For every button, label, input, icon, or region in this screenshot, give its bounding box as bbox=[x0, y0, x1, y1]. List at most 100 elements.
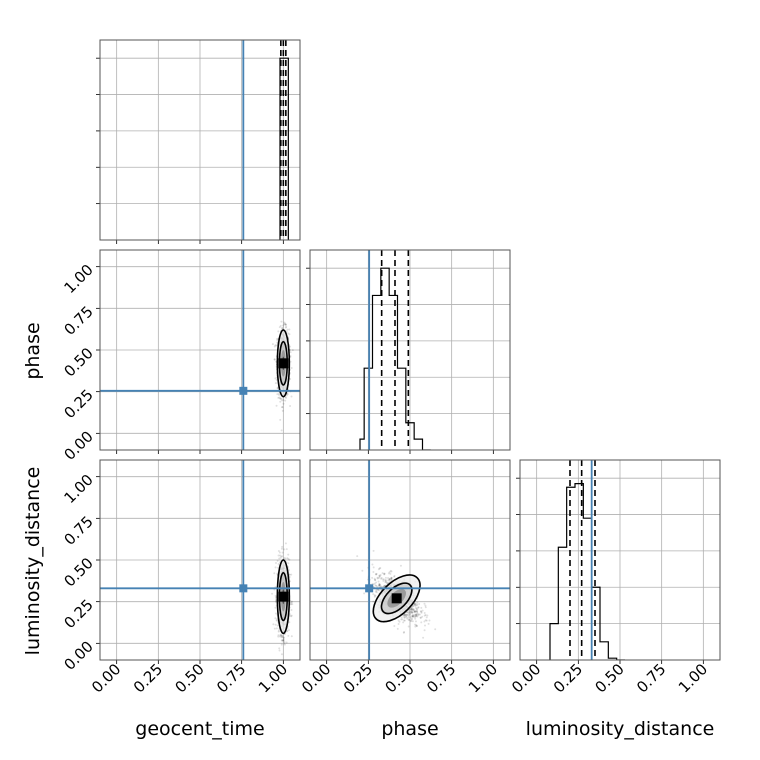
sample-point bbox=[379, 573, 382, 576]
sample-point bbox=[418, 613, 421, 616]
sample-point bbox=[405, 613, 408, 616]
sample-point bbox=[412, 615, 415, 618]
sample-point bbox=[410, 615, 413, 618]
sample-point bbox=[393, 575, 396, 578]
sample-point bbox=[283, 321, 286, 324]
sample-point bbox=[278, 393, 281, 396]
sample-point bbox=[291, 603, 294, 606]
sample-point bbox=[411, 620, 414, 623]
sample-point bbox=[287, 332, 290, 335]
sample-point bbox=[277, 562, 280, 565]
sample-point bbox=[399, 564, 402, 567]
sample-point bbox=[282, 638, 285, 641]
sample-point bbox=[381, 572, 384, 575]
panel-content bbox=[520, 460, 720, 660]
sample-point bbox=[282, 639, 285, 642]
sample-point bbox=[286, 629, 289, 632]
sample-point bbox=[372, 600, 375, 603]
sample-point bbox=[290, 366, 293, 369]
truth-marker bbox=[365, 584, 374, 593]
sample-point bbox=[283, 642, 286, 645]
sample-point bbox=[406, 617, 409, 620]
sample-point bbox=[277, 554, 280, 557]
contour-0 bbox=[276, 559, 291, 635]
histogram-luminosity_distance bbox=[549, 483, 625, 660]
sample-point bbox=[389, 569, 392, 572]
sample-point bbox=[383, 572, 386, 575]
sample-point bbox=[412, 608, 415, 611]
sample-point bbox=[284, 557, 287, 560]
sample-point bbox=[283, 643, 286, 646]
x-axis-label-geocent-time: geocent_time bbox=[135, 718, 264, 740]
sample-point bbox=[408, 613, 411, 616]
sample-point bbox=[403, 613, 406, 616]
sample-point bbox=[283, 323, 286, 326]
sample-point bbox=[276, 337, 279, 340]
sample-point bbox=[281, 406, 284, 409]
sample-point bbox=[275, 378, 278, 381]
sample-point bbox=[276, 386, 279, 389]
sample-point bbox=[281, 326, 284, 329]
sample-point bbox=[406, 614, 409, 617]
sample-point bbox=[287, 557, 290, 560]
sample-point bbox=[281, 634, 284, 637]
sample-point bbox=[420, 611, 423, 614]
sample-point bbox=[414, 610, 417, 613]
sample-point bbox=[420, 610, 423, 613]
sample-point bbox=[276, 624, 279, 627]
sample-point bbox=[283, 640, 286, 643]
sample-point bbox=[410, 617, 413, 620]
sample-point bbox=[424, 619, 427, 622]
sample-point bbox=[434, 628, 437, 631]
sample-point bbox=[411, 615, 414, 618]
sample-point bbox=[411, 609, 414, 612]
sample-point bbox=[424, 604, 427, 607]
sample-point bbox=[421, 615, 424, 618]
sample-point bbox=[409, 608, 412, 611]
density-peak bbox=[278, 358, 289, 369]
sample-point bbox=[413, 616, 416, 619]
sample-point bbox=[403, 619, 406, 622]
sample-point bbox=[400, 616, 403, 619]
sample-point bbox=[425, 619, 428, 622]
sample-point bbox=[275, 612, 278, 615]
sample-point bbox=[285, 641, 288, 644]
sample-point bbox=[383, 585, 386, 588]
sample-point bbox=[279, 397, 282, 400]
sample-point bbox=[280, 555, 283, 558]
sample-point bbox=[417, 614, 420, 617]
panel-content bbox=[100, 40, 300, 240]
sample-point bbox=[378, 574, 381, 577]
sample-point bbox=[377, 568, 380, 571]
sample-point bbox=[407, 616, 410, 619]
sample-point bbox=[413, 611, 416, 614]
sample-point bbox=[414, 613, 417, 616]
sample-point bbox=[277, 630, 280, 633]
sample-point bbox=[276, 393, 279, 396]
sample-point bbox=[427, 622, 430, 625]
sample-point bbox=[287, 634, 290, 637]
sample-point bbox=[377, 576, 380, 579]
sample-point bbox=[274, 562, 277, 565]
sample-point bbox=[378, 583, 381, 586]
sample-point bbox=[410, 610, 413, 613]
sample-point bbox=[405, 613, 408, 616]
sample-point bbox=[413, 610, 416, 613]
sample-point bbox=[405, 615, 408, 618]
sample-point bbox=[283, 556, 286, 559]
sample-point bbox=[282, 639, 285, 642]
sample-point bbox=[384, 576, 387, 579]
sample-point bbox=[410, 607, 413, 610]
sample-point bbox=[279, 418, 282, 421]
sample-point bbox=[381, 578, 384, 581]
x-tick-label: 0.50 bbox=[171, 660, 207, 696]
sample-point bbox=[282, 639, 285, 642]
sample-point bbox=[274, 344, 277, 347]
sample-point bbox=[285, 394, 288, 397]
sample-point bbox=[373, 595, 376, 598]
sample-point bbox=[412, 608, 415, 611]
sample-point bbox=[271, 592, 274, 595]
sample-point bbox=[378, 589, 381, 592]
sample-point bbox=[382, 585, 385, 588]
sample-point bbox=[383, 585, 386, 588]
